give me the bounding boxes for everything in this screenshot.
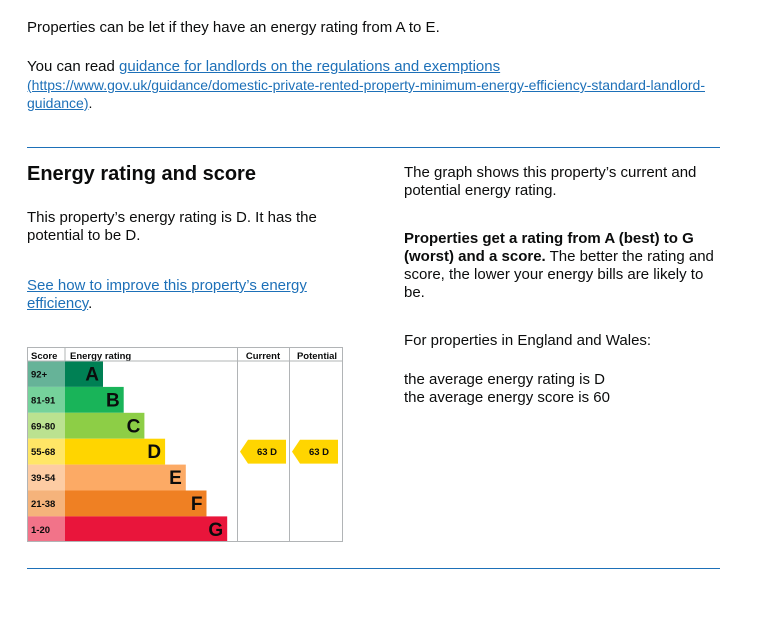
rating-bar-e (65, 464, 186, 491)
energy-rating-graph: Score Energy rating Current Potential 92… (27, 347, 343, 542)
potential-rating-label: 63 D (309, 447, 329, 458)
score-range-a: 92+ (31, 369, 48, 380)
region-text: For properties in England and Wales: (404, 332, 652, 349)
rating-bar-d (65, 438, 166, 465)
score-header: Score (31, 351, 57, 362)
score-range-g: 1-20 (31, 525, 50, 536)
let-rating-text: Properties can be let if they have an en… (27, 19, 440, 36)
guidance-link[interactable]: guidance for landlords on the regulation… (119, 58, 501, 75)
rating-bar-g (65, 516, 228, 542)
current-arrow (240, 439, 286, 464)
score-range-e: 39-54 (31, 473, 56, 484)
section-divider-bottom (27, 568, 720, 569)
improve-period: . (88, 295, 93, 312)
score-range-f: 21-38 (31, 499, 55, 510)
score-cell-d (27, 438, 65, 465)
rating-bar-c (65, 412, 145, 439)
improve-link[interactable]: See how to improve this property’s energ… (27, 277, 307, 312)
rating-letter-g: G (208, 520, 223, 541)
section-heading: Energy rating and score (27, 163, 256, 185)
chart-frame (27, 347, 343, 542)
score-cell-a (27, 361, 65, 387)
rating-bar-b (65, 386, 124, 413)
potential-arrow (292, 439, 338, 464)
current-header: Current (246, 351, 281, 362)
average-score: the average energy score is 60 (404, 389, 610, 406)
improve-paragraph: See how to improve this property’s energ… (27, 277, 327, 313)
score-cell-b (27, 386, 65, 413)
rating-letter-e: E (169, 468, 182, 489)
guidance-url[interactable]: (https://www.gov.uk/guidance/domestic-pr… (27, 76, 717, 112)
rating-letter-a: A (85, 364, 99, 385)
rating-explanation-bold: Properties get a rating from A (best) to… (404, 230, 694, 265)
rating-explanation-rest: The better the rating and score, the low… (404, 248, 714, 301)
score-cell-f (27, 490, 65, 517)
guidance-url-text[interactable]: (https://www.gov.uk/guidance/domestic-pr… (27, 77, 705, 111)
graph-explanation: The graph shows this property’s current … (404, 164, 697, 199)
rating-letter-b: B (106, 390, 120, 411)
guidance-period: . (88, 95, 93, 111)
score-cell-e (27, 464, 65, 491)
rating-bar-a (65, 361, 103, 387)
rating-bar-f (65, 490, 207, 517)
rating-statement: This property’s energy rating is D. It h… (27, 209, 317, 244)
average-rating: the average energy rating is D (404, 371, 605, 388)
guidance-paragraph: You can read guidance for landlords on t… (27, 58, 727, 76)
guidance-prefix: You can read (27, 58, 120, 75)
rating-letter-f: F (191, 494, 203, 515)
rating-bands: 92+ A 81-91 B 69-80 C 55-68 D 39-54 E 21-38 F 1-20 G (27, 361, 228, 542)
score-cell-c (27, 412, 65, 439)
potential-header: Potential (297, 351, 337, 362)
chart-border (27, 347, 343, 542)
rating-explanation: Properties get a rating from A (best) to… (404, 230, 720, 302)
energy-rating-chart: Score Energy rating Current Potential 92… (27, 347, 343, 542)
score-range-b: 81-91 (31, 395, 56, 406)
rating-letter-d: D (147, 442, 161, 463)
score-range-d: 55-68 (31, 447, 55, 458)
rating-letter-c: C (127, 416, 141, 437)
energy-rating-header: Energy rating (70, 351, 131, 362)
score-range-c: 69-80 (31, 421, 55, 432)
current-rating-label: 63 D (257, 447, 277, 458)
score-cell-g (27, 516, 65, 542)
section-divider-top (27, 147, 720, 148)
rating-arrows: 63 D 63 D (240, 439, 338, 464)
